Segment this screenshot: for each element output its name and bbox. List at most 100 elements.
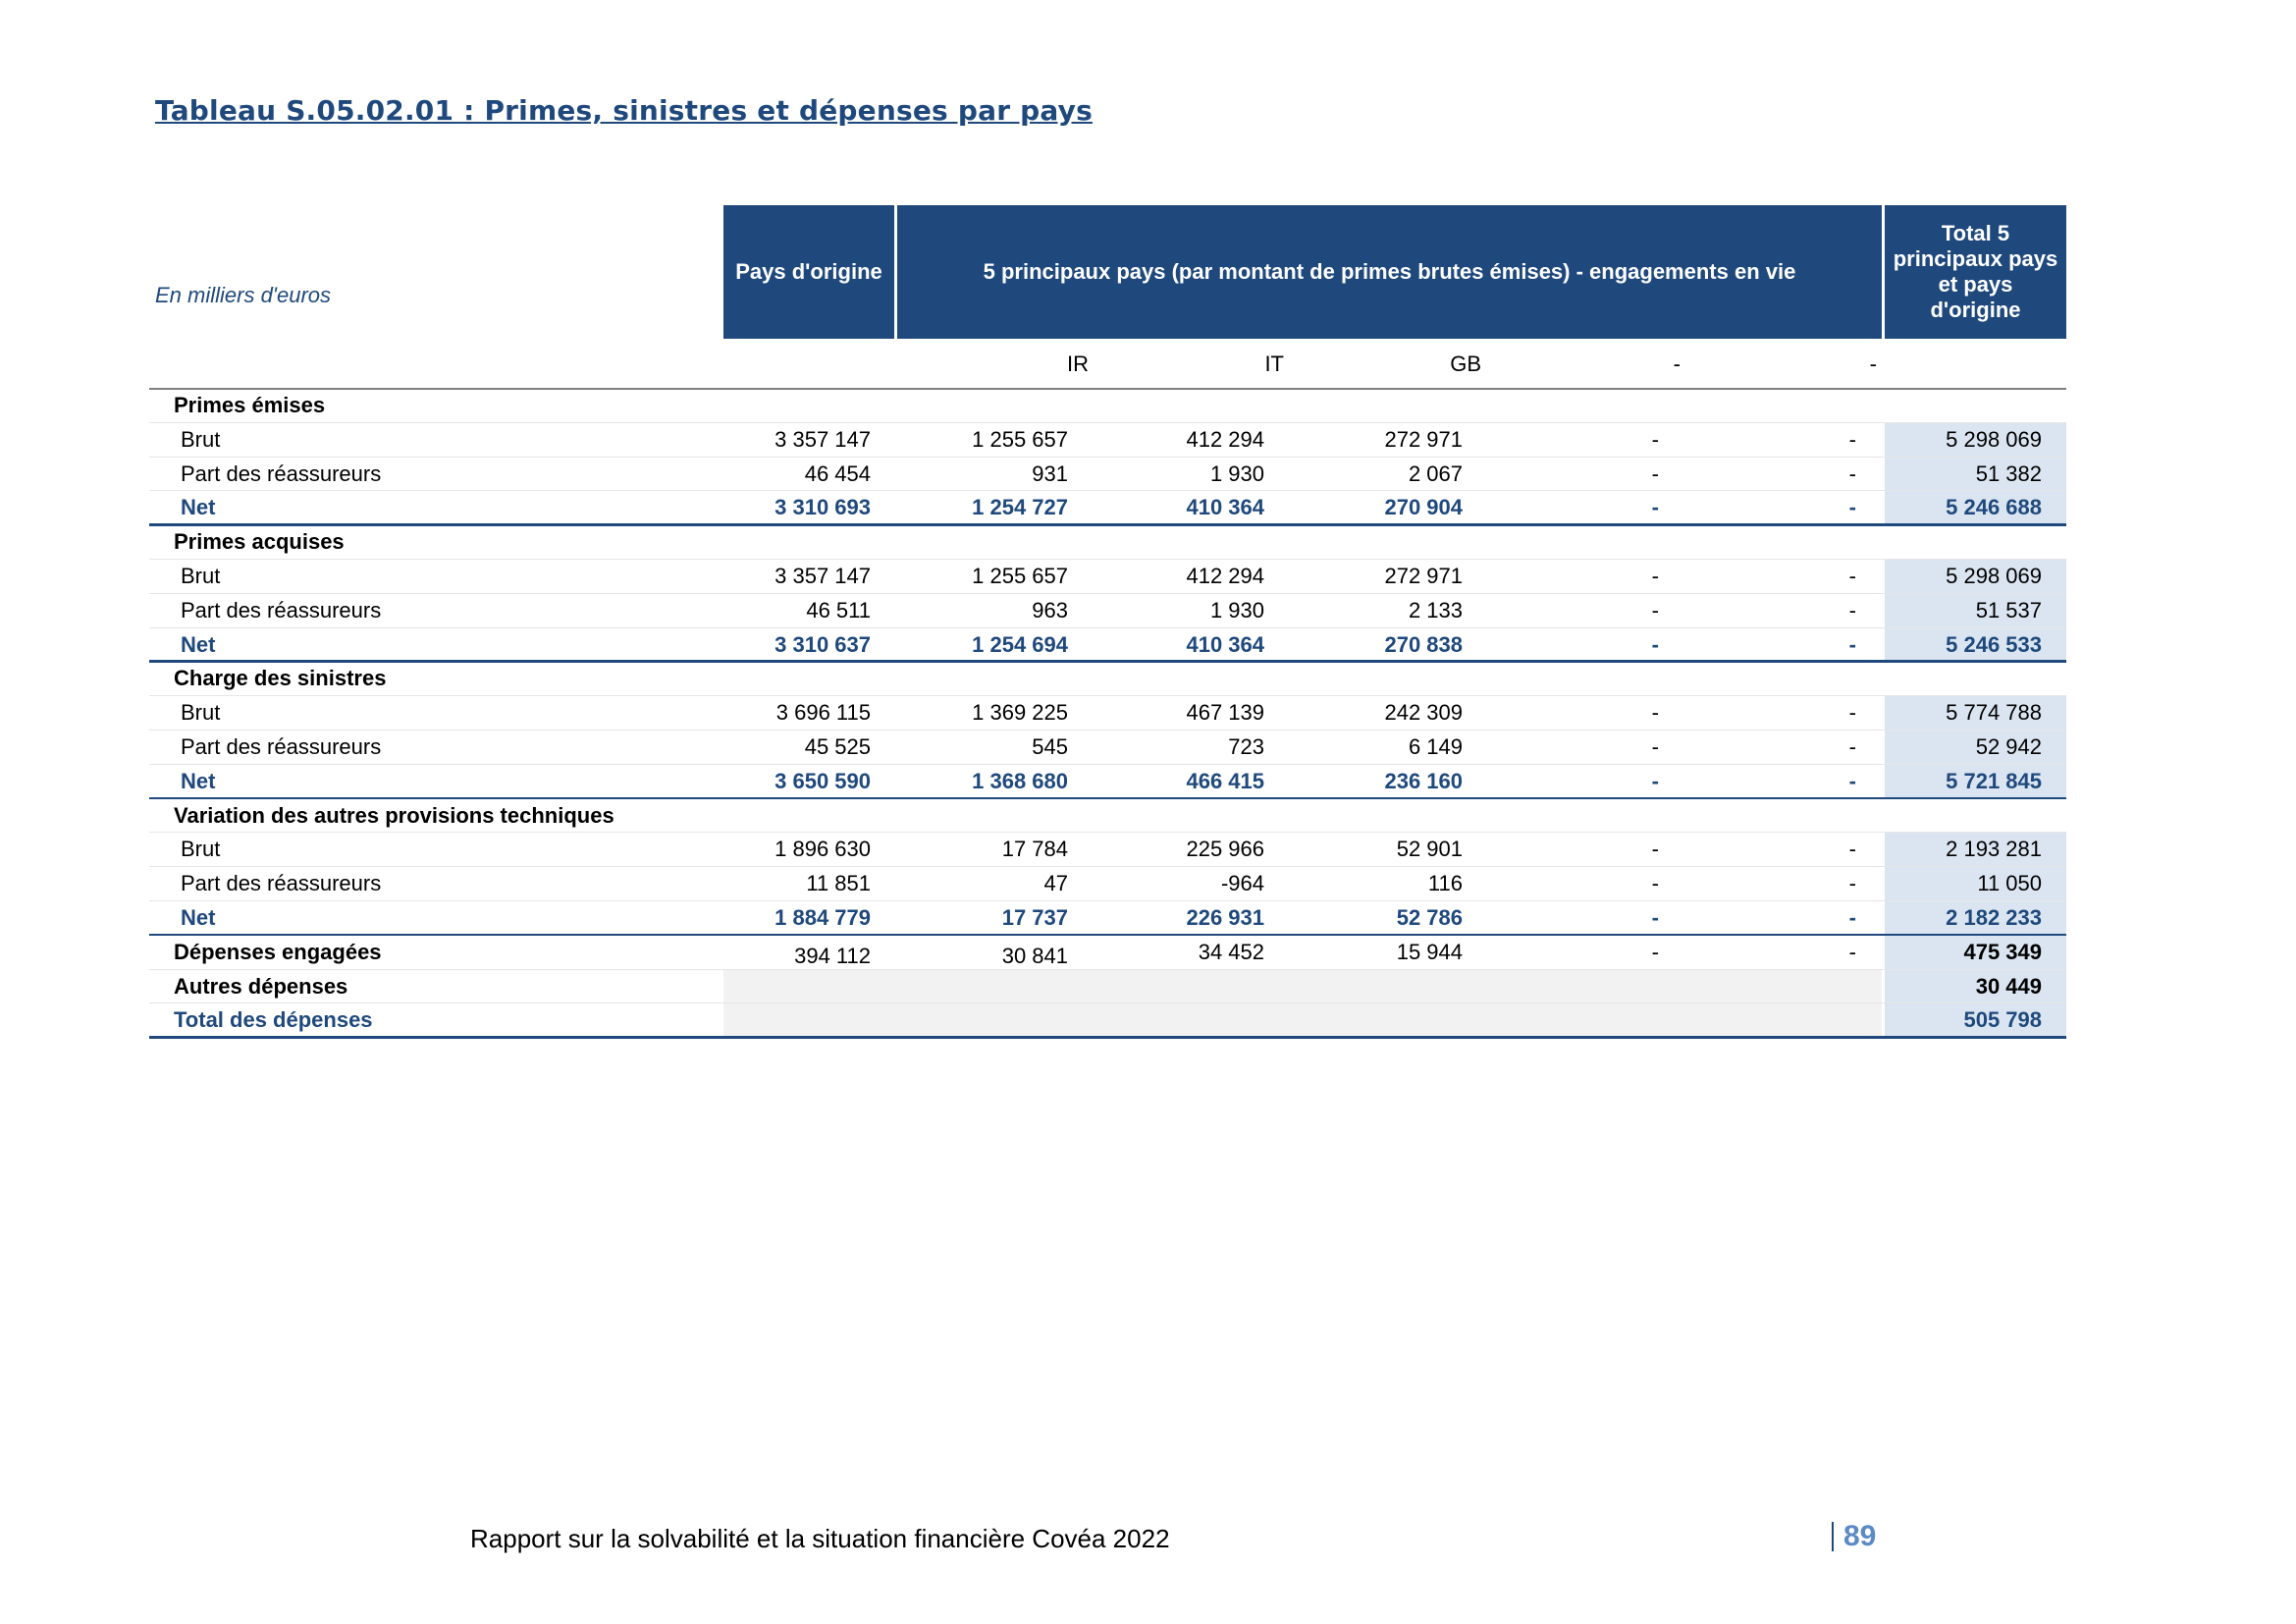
- value-cell: 45 525: [804, 734, 871, 759]
- net-row-label: Net: [181, 905, 216, 930]
- net-value: 1 254 694: [972, 631, 1068, 657]
- value-cell: -: [1848, 597, 1856, 623]
- expenses-value: 15 944: [1396, 939, 1463, 964]
- section-label: Charge des sinistres: [174, 666, 387, 691]
- net-value: 410 364: [1186, 495, 1264, 520]
- net-value: -: [1651, 495, 1659, 520]
- expenses-incurred-label: Dépenses engagées: [174, 939, 382, 964]
- expenses-value: 34 452: [1198, 939, 1264, 964]
- header-rule: [149, 388, 2066, 390]
- net-value: 1 884 779: [774, 905, 871, 930]
- net-value: 466 415: [1186, 768, 1264, 793]
- net-value: -: [1848, 631, 1856, 657]
- total-cell-bg: [1885, 867, 2066, 900]
- value-cell: 412 294: [1186, 426, 1264, 452]
- net-value: 1 368 680: [972, 768, 1068, 793]
- total-cell-bg: [1885, 422, 2066, 457]
- net-value: 17 737: [1001, 905, 1068, 930]
- country-1: IR: [1067, 352, 1089, 376]
- total-cell-bg: [1885, 901, 2066, 935]
- net-value: 410 364: [1186, 631, 1264, 657]
- value-cell: 1 255 657: [972, 426, 1068, 452]
- value-cell: 2 193 281: [1946, 837, 2042, 862]
- net-value: -: [1651, 905, 1659, 930]
- other-expenses-total: 30 449: [1975, 973, 2042, 999]
- header-top5: 5 principaux pays (par montant de primes…: [897, 205, 1882, 339]
- row-label: Part des réassureurs: [181, 871, 382, 896]
- value-cell: 931: [1032, 460, 1068, 486]
- total-cell-bg: [1885, 560, 2066, 593]
- value-cell: 46 511: [806, 597, 871, 623]
- total-cell-bg: [1885, 1003, 2066, 1038]
- value-cell: 11 050: [1977, 871, 2042, 896]
- section-rule: [149, 933, 2066, 937]
- total-expenses-label: Total des dépenses: [174, 1007, 373, 1033]
- row-divider: [149, 626, 2066, 628]
- net-value: 52 786: [1396, 905, 1463, 930]
- value-cell: 51 537: [1975, 597, 2042, 623]
- value-cell: 545: [1032, 734, 1068, 759]
- value-cell: 1 930: [1209, 597, 1264, 623]
- value-cell: 47: [1043, 871, 1068, 896]
- net-value: 270 838: [1384, 631, 1463, 657]
- value-cell: 1 255 657: [972, 564, 1068, 588]
- value-cell: 412 294: [1186, 564, 1264, 588]
- total-cell-bg: [1885, 833, 2066, 867]
- value-cell: -: [1848, 564, 1856, 588]
- value-cell: 242 309: [1384, 700, 1463, 726]
- net-value: 3 310 693: [774, 495, 871, 520]
- value-cell: 2 067: [1408, 460, 1463, 486]
- total-expenses-value: 505 798: [1963, 1007, 2042, 1033]
- row-label: Part des réassureurs: [181, 734, 382, 759]
- net-value: 1 254 727: [972, 495, 1068, 520]
- row-divider: [149, 695, 2066, 697]
- row-divider: [149, 900, 2066, 901]
- net-value: 270 904: [1384, 495, 1463, 520]
- total-cell-bg: [1885, 491, 2066, 525]
- net-row-label: Net: [181, 495, 216, 520]
- net-value: -: [1848, 495, 1856, 520]
- net-value: -: [1848, 905, 1856, 930]
- value-cell: -: [1848, 734, 1856, 759]
- value-cell: -: [1651, 564, 1659, 588]
- table-bottom-rule: [149, 1036, 2066, 1039]
- country-5: -: [1869, 352, 1877, 376]
- expenses-value: 475 349: [1963, 939, 2042, 964]
- page-number: 89: [1843, 1520, 1877, 1552]
- row-divider: [149, 968, 2066, 970]
- value-cell: -: [1651, 734, 1659, 759]
- value-cell: 17 784: [1001, 837, 1068, 862]
- section-label: Primes émises: [174, 393, 326, 417]
- value-cell: 11 851: [806, 871, 871, 896]
- value-cell: 52 942: [1975, 734, 2042, 759]
- row-divider: [149, 1002, 2066, 1004]
- value-cell: 2 133: [1408, 597, 1463, 623]
- value-cell: -: [1651, 871, 1659, 896]
- header-origin: Pays d'origine: [723, 205, 894, 339]
- net-value: 5 246 688: [1946, 495, 2042, 520]
- section-label: Primes acquises: [174, 529, 345, 555]
- value-cell: -: [1651, 597, 1659, 623]
- net-value: 5 246 533: [1946, 631, 2042, 657]
- total-cell-bg: [1885, 731, 2066, 764]
- row-divider: [149, 490, 2066, 492]
- value-cell: 963: [1032, 597, 1068, 623]
- net-row-label: Net: [181, 768, 216, 793]
- net-value: -: [1651, 768, 1659, 793]
- value-cell: 46 454: [804, 460, 871, 486]
- footer-text: Rapport sur la solvabilité et la situati…: [470, 1524, 1170, 1553]
- value-cell: -: [1848, 871, 1856, 896]
- row-label: Brut: [181, 564, 221, 588]
- row-divider: [149, 832, 2066, 834]
- expenses-value: -: [1848, 939, 1856, 964]
- expenses-value: 394 112: [794, 943, 871, 968]
- country-2: IT: [1264, 352, 1284, 376]
- other-expenses-label: Autres dépenses: [174, 973, 348, 999]
- row-label: Part des réassureurs: [181, 597, 382, 623]
- total-cell-bg: [1885, 935, 2066, 969]
- net-value: -: [1651, 631, 1659, 657]
- section-rule: [149, 796, 2066, 800]
- value-cell: -: [1848, 837, 1856, 862]
- value-cell: 3 357 147: [774, 426, 871, 452]
- value-cell: 5 298 069: [1946, 426, 2042, 452]
